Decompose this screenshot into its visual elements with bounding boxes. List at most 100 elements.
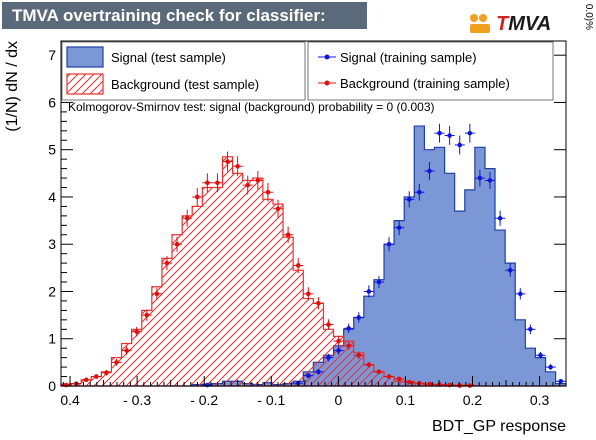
y-tick-label: 6 — [48, 94, 56, 110]
signal-train-point — [396, 225, 402, 230]
background-train-point — [235, 163, 240, 169]
legend-signal-test-swatch — [66, 46, 104, 68]
logo-text-accent: T — [496, 13, 509, 35]
x-tick-label: - 0.3 — [123, 392, 151, 408]
logo-text-rest: MVA — [508, 13, 552, 35]
y-tick-label: 1 — [48, 331, 56, 347]
background-train-point — [134, 329, 139, 334]
legend-box-train — [307, 41, 554, 101]
background-train-point — [255, 178, 261, 183]
x-tick-label: - 0.2 — [190, 392, 218, 408]
x-tick-label: 0.4 — [60, 392, 80, 408]
y-tick-label: 0 — [48, 378, 56, 394]
background-train-point — [285, 232, 291, 238]
background-train-point — [124, 348, 129, 353]
legend-background-train-marker — [324, 80, 330, 86]
background-train-point — [376, 369, 382, 375]
signal-train-point — [507, 267, 513, 273]
background-train-point — [83, 377, 89, 383]
y-tick-label: 3 — [48, 236, 56, 252]
y-tick-label: 7 — [48, 47, 56, 63]
signal-train-point — [437, 130, 442, 136]
background-train-point — [427, 381, 432, 387]
signal-train-point — [467, 130, 473, 136]
signal-train-point — [497, 215, 503, 221]
signal-train-point — [376, 279, 382, 285]
signal-train-point — [487, 178, 493, 183]
signal-train-point — [326, 355, 331, 360]
signal-train-point — [205, 382, 210, 388]
background-train-point — [406, 379, 412, 385]
background-train-point — [316, 300, 321, 306]
y-tick-label: 5 — [48, 142, 56, 158]
x-tick-label: 0.2 — [463, 392, 483, 408]
background-train-point — [295, 263, 301, 268]
background-train-point — [396, 376, 402, 382]
background-train-point — [73, 381, 79, 386]
background-train-point — [326, 322, 331, 327]
background-train-point — [366, 362, 372, 368]
ks-test-text: Kolmogorov-Smirnov test: signal (backgro… — [68, 100, 435, 114]
signal-train-point — [528, 326, 533, 332]
signal-train-point — [548, 364, 553, 370]
tmva-logo-icon — [470, 14, 490, 33]
background-train-point — [154, 291, 160, 297]
chart-title: TMVA overtraining check for classifier: … — [2, 2, 367, 52]
signal-train-point — [558, 378, 564, 384]
signal-train-point — [427, 168, 432, 174]
background-train-point — [356, 352, 362, 358]
legend-signal-train-marker — [324, 54, 330, 60]
background-train-point — [225, 159, 230, 164]
signal-train-point — [306, 373, 311, 378]
background-train-point — [63, 382, 69, 388]
background-train-point — [306, 291, 311, 297]
legend-background-test-swatch — [66, 73, 104, 95]
signal-train-point — [447, 133, 452, 138]
background-train-point — [184, 215, 190, 221]
signal-train-point — [457, 142, 463, 148]
signal-train-point — [366, 289, 372, 294]
background-train-point — [417, 380, 422, 386]
signal-train-point — [346, 326, 351, 331]
background-train-point — [205, 180, 210, 186]
background-train-point — [386, 374, 392, 379]
x-tick-label: 0 — [334, 392, 342, 408]
signal-train-point — [417, 189, 422, 195]
legend-background-test-label: Background (test sample) — [111, 77, 259, 92]
background-train-point — [265, 189, 271, 195]
background-train-point — [215, 180, 220, 186]
signal-train-point — [386, 241, 392, 247]
signal-train-point — [336, 348, 341, 353]
legend-signal-train-label: Signal (training sample) — [340, 50, 477, 65]
x-axis-label: BDT_GP response — [432, 418, 566, 435]
x-tick-label: 0.1 — [396, 392, 416, 408]
background-train-point — [144, 312, 150, 318]
signal-train-point — [477, 175, 483, 181]
background-train-point — [336, 338, 341, 344]
y-tick-label: 2 — [48, 283, 56, 299]
background-train-point — [94, 374, 99, 379]
signal-train-point — [406, 197, 412, 202]
signal-train-point — [538, 352, 543, 358]
y-axis-label: (1/N) dN / dx — [4, 41, 21, 132]
legend-signal-test-label: Signal (test sample) — [111, 50, 226, 65]
signal-train-point — [517, 291, 523, 297]
y-tick-label: 4 — [48, 189, 56, 205]
background-train-point — [346, 343, 351, 349]
x-tick-label: - 0.1 — [257, 392, 285, 408]
background-train-point — [275, 206, 281, 212]
background-train-point — [245, 182, 251, 188]
tmva-logo: TMVA — [468, 12, 558, 36]
plot-frame — [60, 40, 567, 387]
background-train-point — [114, 360, 119, 365]
overflow-text: U/O-flow (S,B): (0.0, 0.0)% / (0.0, 0.0)… — [583, 0, 594, 30]
legend-background-train-label: Background (training sample) — [340, 76, 510, 91]
signal-train-point — [316, 369, 321, 375]
signal-train-point — [356, 315, 362, 320]
background-train-point — [164, 260, 170, 266]
background-train-point — [194, 194, 200, 200]
x-tick-label: 0.3 — [530, 392, 550, 408]
background-train-point — [174, 241, 180, 247]
background-train-point — [104, 370, 109, 376]
